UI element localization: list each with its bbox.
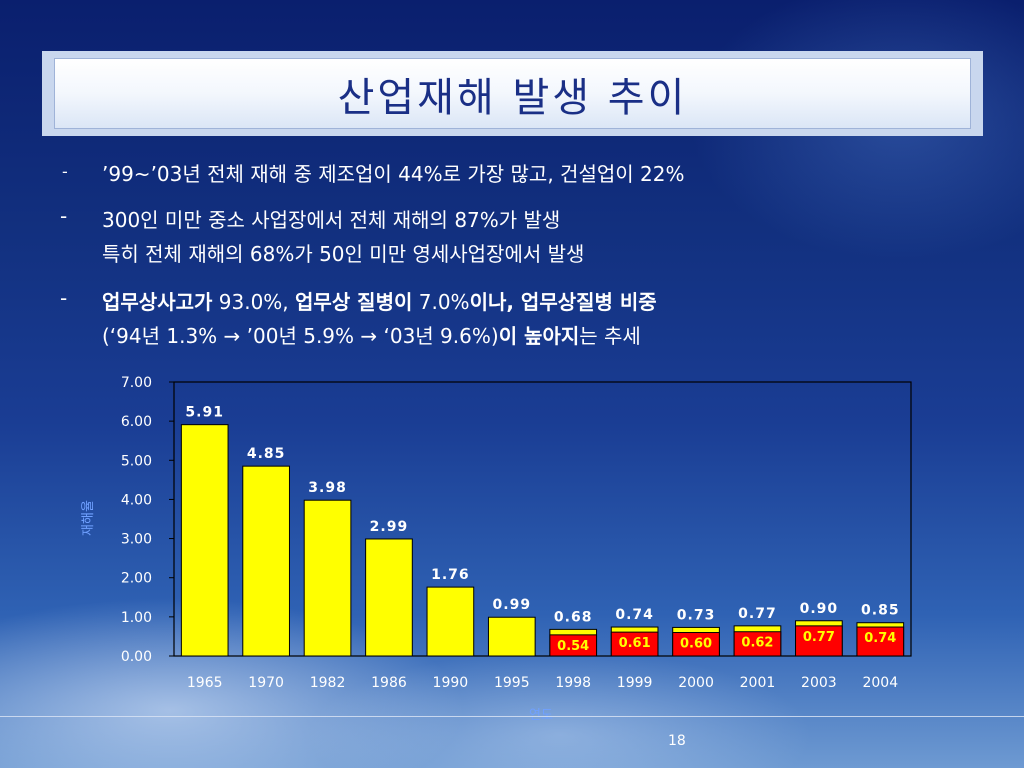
bar-value-label: 0.77	[738, 606, 777, 622]
bar-value-label: 0.90	[800, 601, 839, 617]
x-tick-label: 2003	[801, 675, 837, 691]
bar-subset	[856, 626, 905, 657]
x-axis-title: 연도	[529, 708, 553, 723]
bar-subset	[672, 632, 720, 657]
x-tick-label: 1982	[310, 675, 346, 691]
x-tick-label: 1970	[248, 675, 284, 691]
y-tick-label: 0.00	[121, 649, 152, 665]
bar-subset	[549, 634, 598, 657]
bullet-3-bold-1: 업무상사고가	[102, 290, 213, 314]
title-box: 산업재해 발생 추이	[42, 51, 983, 136]
x-tick-label: 1999	[617, 675, 653, 691]
bar-subset-label: 0.61	[619, 636, 651, 651]
plot-area	[173, 381, 912, 657]
bar-subset-label: 0.77	[803, 630, 835, 645]
bullet-3-bold-4: 이 높아지	[498, 324, 580, 348]
y-tick-label: 7.00	[121, 375, 152, 391]
bar-value-label: 3.98	[308, 480, 347, 496]
x-tick-label: 1990	[433, 675, 469, 691]
bullet-1-text: ’99~’03년 전체 재해 중 제조업이 44%로 가장 많고, 건설업이 2…	[102, 162, 685, 186]
bar-value-label: 0.85	[861, 603, 900, 619]
bullet-2-line2: 특히 전체 재해의 68%가 50인 미만 영세사업장에서 발생	[102, 242, 585, 266]
page-number: 18	[668, 733, 686, 749]
bar-value-label: 0.74	[615, 607, 654, 623]
bar-total	[365, 538, 413, 657]
bar-subset	[733, 631, 782, 657]
bar-value-label: 0.68	[554, 609, 593, 625]
bullet-3-bold-3: 이나, 업무상질병 비중	[469, 290, 657, 314]
bar-total	[426, 586, 475, 657]
y-axis-title: 재해율	[81, 500, 96, 536]
bar-total	[180, 424, 229, 657]
bar-subset	[610, 631, 659, 657]
title-panel: 산업재해 발생 추이	[54, 58, 971, 129]
bar-value-label: 4.85	[247, 446, 286, 462]
bar-value-label: 5.91	[185, 405, 224, 421]
bullet-3-line2: (‘94년 1.3% → ’00년 5.9% → ‘03년 9.6%)이 높아지…	[102, 320, 641, 349]
bullet-dash-1: -	[62, 162, 68, 181]
y-tick-label: 1.00	[121, 610, 152, 626]
x-tick-label: 2000	[678, 675, 714, 691]
bullet-3-plain-1: 93.0%,	[212, 290, 296, 314]
bullet-dash-2: -	[60, 204, 68, 228]
slide-title: 산업재해 발생 추이	[337, 74, 688, 121]
bar-value-label: 1.76	[431, 567, 470, 583]
bar-total	[242, 465, 290, 657]
bar-subset-label: 0.60	[680, 637, 712, 652]
bullet-list: - ’99~’03년 전체 재해 중 제조업이 44%로 가장 많고, 건설업이…	[0, 0, 1024, 380]
bar-subset-label: 0.74	[864, 631, 896, 646]
bar-subset-label: 0.54	[557, 639, 589, 654]
bullet-dash-3: -	[60, 286, 68, 310]
y-tick-label: 4.00	[121, 492, 152, 508]
bullet-3-plain-2: 7.0%	[412, 290, 470, 314]
bar-value-label: 0.73	[677, 607, 716, 623]
x-tick-label: 1995	[494, 675, 530, 691]
bullet-3-plain-3: (‘94년 1.3% → ’00년 5.9% → ‘03년 9.6%)	[102, 324, 499, 348]
bullet-3-line1: 업무상사고가 93.0%, 업무상 질병이 7.0%이나, 업무상질병 비중	[102, 286, 657, 315]
bar-total	[487, 616, 536, 657]
bar-subset-label: 0.62	[741, 636, 773, 651]
x-tick-label: 2004	[862, 675, 898, 691]
x-tick-label: 1998	[555, 675, 591, 691]
bar-subset	[795, 625, 843, 657]
x-tick-label: 1986	[371, 675, 407, 691]
bar-value-label: 2.99	[370, 519, 409, 535]
bar-total	[303, 499, 352, 657]
footer-divider	[0, 716, 1024, 717]
bullet-3-plain-4: 는 추세	[579, 324, 641, 348]
bullet-2-line1: 300인 미만 중소 사업장에서 전체 재해의 87%가 발생	[102, 208, 561, 232]
y-tick-label: 5.00	[121, 453, 152, 469]
x-tick-label: 1965	[187, 675, 223, 691]
bullet-3-bold-2: 업무상 질병이	[295, 290, 413, 314]
y-tick-label: 6.00	[121, 414, 152, 430]
y-tick-label: 2.00	[121, 571, 152, 587]
x-tick-label: 2001	[740, 675, 776, 691]
bar-value-label: 0.99	[493, 597, 532, 613]
y-tick-label: 3.00	[121, 532, 152, 548]
